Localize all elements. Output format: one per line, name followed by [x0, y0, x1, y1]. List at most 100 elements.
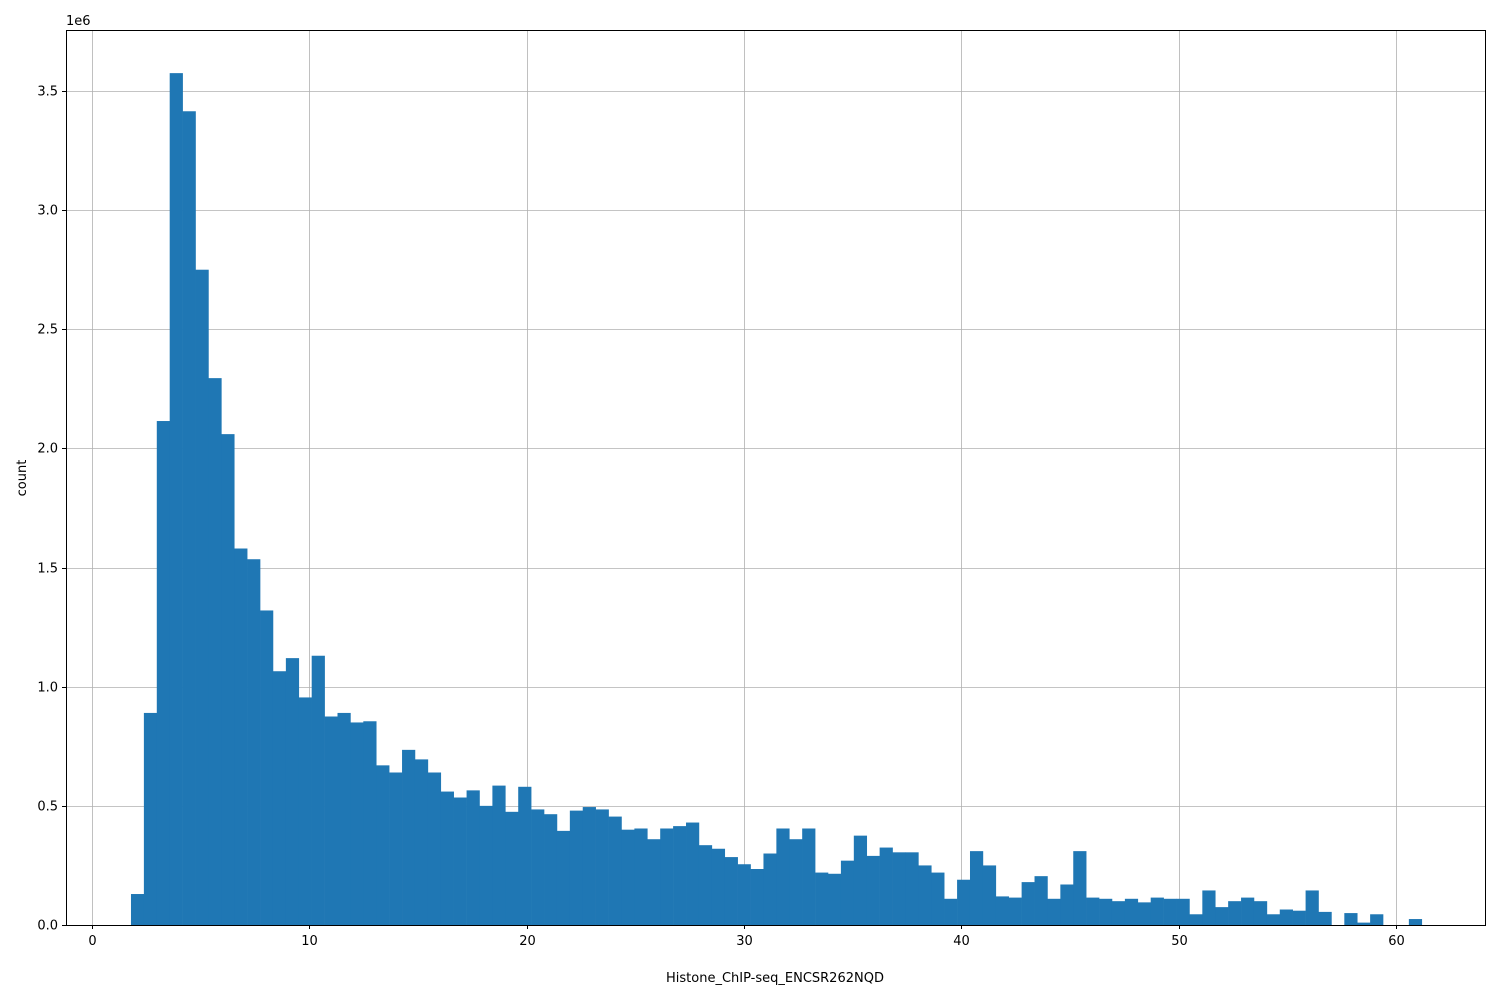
bars [130, 73, 1423, 926]
histogram-bar [247, 559, 261, 925]
histogram-bar [647, 839, 661, 925]
histogram-bar [1150, 897, 1164, 925]
histogram-bar [453, 797, 467, 925]
histogram-bar [866, 855, 880, 925]
histogram-bar [931, 872, 945, 925]
y-tick-label: 2.5 [37, 323, 58, 338]
x-tick-label: 50 [1171, 934, 1188, 949]
histogram-bar [195, 269, 209, 926]
histogram-bar [505, 811, 519, 925]
histogram-bar [1344, 913, 1358, 925]
histogram-bar [673, 826, 687, 925]
histogram-bar [1163, 898, 1177, 925]
histogram-bar [440, 791, 454, 925]
histogram-bar [363, 721, 377, 925]
y-tick-label: 0.0 [37, 919, 58, 934]
histogram-bar [892, 852, 906, 925]
histogram-bar [957, 879, 971, 925]
histogram-bar [982, 865, 997, 925]
y-tick-label: 1.5 [37, 562, 58, 577]
histogram-bar [1008, 897, 1022, 925]
histogram-bar [556, 830, 571, 925]
histogram-bar [531, 809, 545, 925]
y-offset-label: 1e6 [66, 14, 91, 29]
histogram-bar [686, 822, 700, 925]
histogram-bar [1357, 922, 1371, 925]
histogram-bar [1176, 898, 1190, 925]
histogram-bar [569, 810, 584, 925]
histogram-bar [414, 759, 429, 925]
histogram-bar [660, 828, 674, 925]
histogram-bar [221, 434, 235, 925]
histogram-bar [1124, 898, 1139, 925]
y-axis: 0.0 0.5 1.0 1.5 2.0 2.5 3.0 3.5 [37, 85, 66, 934]
histogram-bar [234, 548, 248, 925]
histogram-bar [1021, 882, 1035, 925]
y-tick-label: 3.0 [37, 204, 58, 219]
histogram-bar [544, 814, 558, 925]
histogram-bar [621, 829, 635, 925]
histogram-bar [776, 828, 790, 925]
histogram-bar [182, 111, 196, 926]
histogram-bar [376, 765, 390, 925]
y-axis-label: count [15, 460, 30, 497]
histogram-bar [711, 848, 726, 925]
histogram-bar [1370, 914, 1384, 925]
histogram-bar [389, 772, 403, 925]
histogram-bar [427, 772, 442, 925]
histogram-bar [1034, 876, 1048, 925]
histogram-bar [466, 790, 480, 925]
y-tick-label: 0.5 [37, 800, 58, 815]
histogram-bar [169, 73, 183, 926]
y-tick-label: 1.0 [37, 681, 58, 696]
grid [66, 30, 1485, 926]
histogram-bar [311, 655, 325, 925]
histogram-bar [1253, 901, 1268, 925]
histogram-bar [272, 671, 287, 925]
x-tick-label: 10 [301, 934, 318, 949]
histogram-bar [1073, 851, 1087, 925]
y-tick-label: 3.5 [37, 85, 58, 100]
histogram-bar [918, 865, 932, 925]
histogram-bar [1266, 914, 1281, 925]
histogram-bar [853, 835, 868, 925]
histogram-bar [750, 869, 764, 925]
histogram-bar [1305, 890, 1319, 925]
histogram-bar [208, 378, 222, 925]
x-tick-label: 20 [519, 934, 536, 949]
histogram-bar [595, 809, 609, 925]
histogram-bar [143, 712, 158, 925]
histogram-bar [1060, 884, 1074, 925]
x-axis-label: Histone_ChIP-seq_ENCSR262NQD [666, 971, 884, 986]
plot-frame [66, 30, 1486, 926]
histogram-bar [518, 786, 532, 925]
histogram-bar [969, 851, 984, 925]
histogram-bar [905, 852, 919, 925]
histogram-bar [1228, 901, 1242, 925]
histogram-bar [582, 807, 596, 925]
histogram-bar [724, 857, 738, 925]
histogram-bar [1086, 897, 1100, 925]
histogram-bar [1047, 898, 1061, 925]
histogram-bar [324, 716, 338, 925]
histogram-bar [1202, 890, 1216, 925]
histogram-bar [1292, 910, 1306, 925]
histogram-bar [130, 894, 145, 925]
histogram-bar [608, 816, 622, 925]
x-axis: 0 10 20 30 40 50 60 [88, 925, 1405, 949]
histogram-bar [737, 864, 751, 925]
histogram-bar [298, 697, 312, 925]
histogram-bar [350, 722, 364, 925]
histogram-bar [1279, 909, 1293, 925]
histogram-bar [763, 853, 777, 925]
histogram-bar [492, 785, 506, 925]
y-tick-label: 2.0 [37, 442, 58, 457]
histogram-bar [698, 845, 713, 925]
histogram-bar [1241, 897, 1255, 925]
histogram-bar [802, 828, 816, 925]
x-tick-label: 60 [1388, 934, 1405, 949]
histogram-bar [944, 898, 958, 925]
x-tick-label: 0 [88, 934, 96, 949]
histogram-bar [1137, 902, 1151, 925]
